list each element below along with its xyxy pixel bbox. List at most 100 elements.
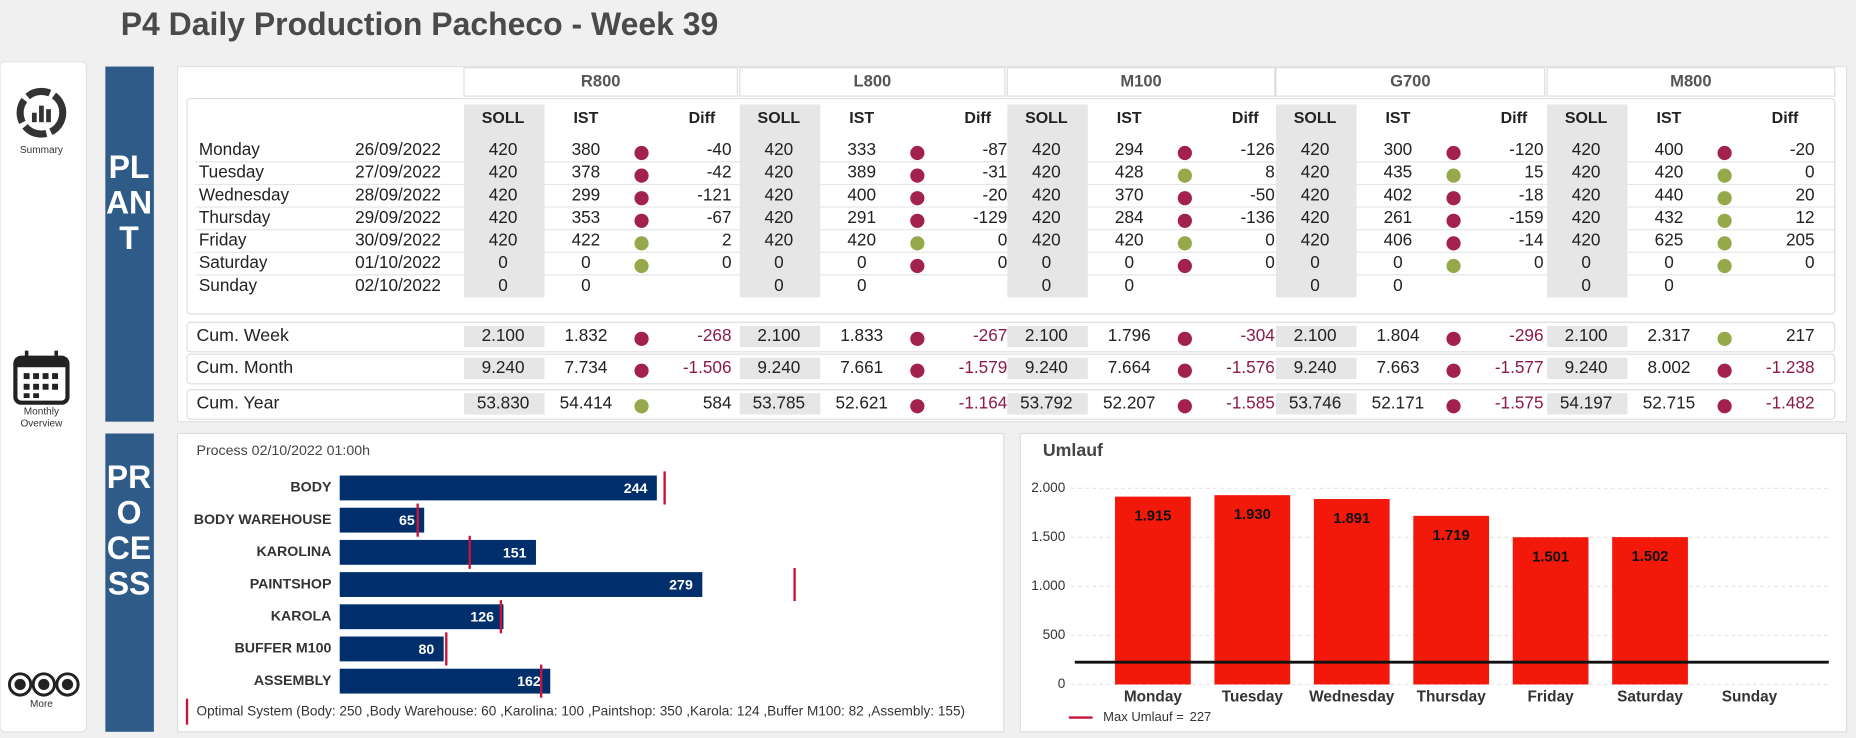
section-band (105, 433, 154, 732)
soll-value: 420 (489, 139, 518, 159)
ist-value: 406 (1384, 230, 1413, 250)
diff-value: -87 (983, 139, 1008, 159)
ist-value: 52.171 (1372, 392, 1424, 412)
status-dot (1446, 399, 1461, 414)
diff-value: -296 (1509, 325, 1543, 345)
soll-value: 0 (1310, 275, 1320, 295)
ist-value: 1.833 (840, 325, 883, 345)
status-dot (1177, 258, 1192, 274)
diff-value: -14 (1519, 230, 1544, 250)
column-header: Diff (689, 110, 716, 127)
bar-value-label: 65 (399, 513, 415, 529)
soll-value: 420 (1572, 162, 1601, 182)
status-dot (634, 258, 649, 274)
soll-value: 9.240 (482, 357, 525, 377)
calendar-icon[interactable] (13, 350, 70, 405)
status-dot (1177, 236, 1192, 251)
ist-value: 0 (581, 252, 591, 272)
soll-value: 54.197 (1560, 392, 1612, 412)
nav-item[interactable]: Summary (6, 144, 77, 158)
status-dot (1446, 258, 1461, 274)
status-dot (1446, 363, 1461, 378)
ist-value: 422 (572, 230, 601, 250)
x-tick-label: Friday (1528, 689, 1575, 706)
diff-value: -120 (1509, 139, 1543, 159)
bar-value-label: 162 (517, 674, 541, 690)
nav-label[interactable]: Monthly Overview (20, 405, 63, 429)
ist-value: 420 (1115, 230, 1144, 250)
status-dot (634, 236, 649, 251)
ist-value: 400 (1655, 139, 1684, 159)
bar (339, 572, 703, 597)
soll-cell-bg (1276, 393, 1357, 415)
category-label: PAINTSHOP (250, 576, 332, 592)
x-tick-label: Saturday (1617, 689, 1683, 706)
nav-label[interactable]: Summary (19, 143, 63, 156)
diff-value: -40 (707, 139, 732, 159)
cumulative-label: Cum. Year (196, 393, 279, 413)
soll-value: 0 (1581, 275, 1591, 295)
more-icon[interactable] (7, 672, 80, 697)
diff-value: 20 (1795, 184, 1814, 204)
nav-item[interactable]: More (6, 697, 77, 711)
ist-value: 0 (857, 275, 867, 295)
diff-value: -126 (1240, 139, 1274, 159)
status-dot (1717, 145, 1732, 161)
soll-value: 53.830 (477, 392, 529, 412)
ist-value: 284 (1115, 207, 1144, 227)
status-dot (634, 213, 649, 228)
nav-label[interactable]: More (29, 697, 53, 710)
soll-cell-bg (464, 357, 545, 380)
status-dot (634, 168, 649, 183)
status-dot (910, 331, 925, 346)
ist-value: 380 (572, 139, 601, 159)
legend-value: 227 (1190, 709, 1212, 724)
soll-cell-bg (739, 393, 821, 415)
soll-cell-bg (1276, 325, 1357, 348)
column-header: Diff (1232, 110, 1259, 127)
day-name: Sunday (199, 275, 258, 295)
ist-value: 7.663 (1376, 357, 1419, 377)
soll-value: 9.240 (1025, 357, 1068, 377)
soll-value: 420 (489, 184, 518, 204)
soll-value: 420 (765, 207, 794, 227)
day-date: 29/09/2022 (355, 207, 441, 227)
nav-item[interactable]: Monthly Overview (6, 405, 77, 431)
status-dot (1446, 191, 1461, 206)
ist-value: 299 (572, 184, 601, 204)
soll-cell-bg (1276, 357, 1357, 380)
ist-value: 420 (847, 230, 876, 250)
column-header: SOLL (1294, 110, 1337, 127)
soll-value: 420 (1032, 207, 1061, 227)
diff-value: 0 (998, 252, 1008, 272)
model-header: G700 (1390, 71, 1431, 90)
section-label-box: PLANT (106, 149, 152, 256)
status-dot (1446, 168, 1461, 183)
diff-value: -1.238 (1766, 357, 1815, 377)
soll-value: 0 (774, 252, 784, 272)
status-dot (1177, 168, 1192, 183)
column-header: SOLL (482, 110, 525, 127)
diff-value: 0 (722, 252, 732, 272)
bar (339, 539, 536, 565)
diff-value: 0 (1805, 252, 1815, 272)
soll-value: 420 (489, 162, 518, 182)
section-label-box: PROCESS (107, 460, 151, 602)
ist-value: 1.804 (1376, 325, 1419, 345)
day-name: Wednesday (199, 184, 290, 204)
bar-value-label: 1.502 (1632, 549, 1669, 565)
soll-cell-bg (739, 357, 821, 380)
diff-value: -18 (1519, 184, 1544, 204)
ist-value: 8.002 (1648, 357, 1691, 377)
diff-value: 8 (1265, 162, 1275, 182)
bar-value-label: 126 (470, 610, 494, 626)
bar-value-label: 1.501 (1532, 549, 1569, 565)
day-date: 01/10/2022 (355, 252, 441, 272)
model-header-box (1006, 67, 1276, 97)
day-date: 02/10/2022 (355, 275, 441, 295)
summary-icon[interactable] (16, 87, 67, 138)
ist-value: 7.664 (1108, 357, 1151, 377)
soll-value: 9.240 (1294, 357, 1337, 377)
ist-value: 2.317 (1648, 325, 1691, 345)
x-tick-label: Monday (1124, 689, 1183, 706)
